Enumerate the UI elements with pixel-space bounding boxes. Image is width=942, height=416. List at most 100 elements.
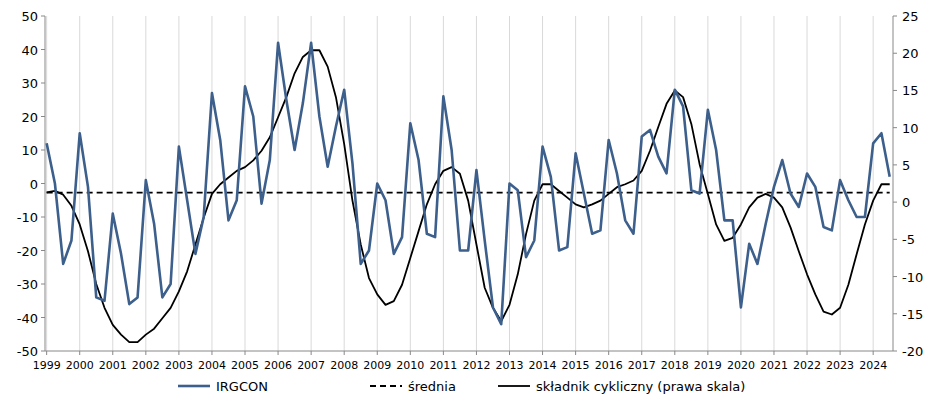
y-tick-label: 20 (21, 110, 38, 125)
x-tick (245, 351, 246, 355)
x-tick-label: 2010 (396, 359, 424, 372)
y2-tick-label: -10 (902, 270, 923, 285)
x-tick-label: 2021 (760, 359, 788, 372)
y2-tick-label: 10 (902, 121, 919, 136)
y-tick-label: 40 (21, 43, 38, 58)
y-tick-label: -40 (17, 311, 38, 326)
y-tick (41, 317, 45, 318)
x-tick (873, 351, 874, 355)
y-tick (41, 150, 45, 151)
y2-tick-label: 25 (902, 9, 919, 24)
legend-swatch (178, 385, 210, 388)
x-tick-label: 2019 (694, 359, 722, 372)
y2-tick-label: 0 (902, 195, 910, 210)
grid-line (641, 16, 642, 351)
x-tick (476, 351, 477, 355)
grid-line (178, 16, 179, 351)
x-tick (575, 351, 576, 355)
legend: IRGCONśredniaskładnik cykliczny (prawa s… (178, 379, 745, 394)
x-tick-label: 2007 (297, 359, 325, 372)
y-tick-label: 10 (21, 143, 38, 158)
x-tick (740, 351, 741, 355)
y-tick-label: -20 (17, 244, 38, 259)
y-tick (41, 250, 45, 251)
x-tick-label: 2009 (363, 359, 391, 372)
grid-line (707, 16, 708, 351)
x-tick (707, 351, 708, 355)
plot-area (47, 43, 890, 342)
y2-axis (893, 16, 894, 351)
x-tick-label: 2001 (99, 359, 127, 372)
x-axis (45, 351, 893, 352)
x-tick (608, 351, 609, 355)
y2-tick-label: -5 (902, 232, 915, 247)
y2-tick (893, 90, 897, 91)
grid-line (79, 16, 80, 351)
x-tick (46, 351, 47, 355)
grid-line (344, 16, 345, 351)
y-tick-label: -10 (17, 210, 38, 225)
x-tick (542, 351, 543, 355)
y2-tick (893, 16, 897, 17)
grid-line (575, 16, 576, 351)
y-tick-label: -30 (17, 277, 38, 292)
y2-tick-label: -20 (902, 344, 923, 359)
y2-tick (893, 239, 897, 240)
y2-tick-label: 20 (902, 46, 919, 61)
x-tick-label: 2016 (595, 359, 623, 372)
y-tick-label: 0 (30, 177, 38, 192)
y-tick (41, 183, 45, 184)
grid-line (443, 16, 444, 351)
grid-line (410, 16, 411, 351)
x-tick (344, 351, 345, 355)
grid-line (608, 16, 609, 351)
y-tick (41, 49, 45, 50)
legend-label: składnik cykliczny (prawa skala) (536, 379, 745, 394)
x-tick (443, 351, 444, 355)
legend-label: IRGCON (216, 379, 268, 394)
y2-tick (893, 276, 897, 277)
y2-tick (893, 313, 897, 314)
y2-tick-label: -15 (902, 307, 923, 322)
x-tick (674, 351, 675, 355)
x-tick-label: 2018 (661, 359, 689, 372)
x-tick (145, 351, 146, 355)
x-tick-label: 2020 (727, 359, 755, 372)
y2-tick-label: 5 (902, 158, 910, 173)
x-tick-label: 2000 (66, 359, 94, 372)
x-tick (377, 351, 378, 355)
y2-tick (893, 127, 897, 128)
x-tick (641, 351, 642, 355)
y-tick (41, 351, 45, 352)
chart: 1999200020012002200320042005200620072008… (0, 0, 942, 416)
y-tick-label: 50 (21, 9, 38, 24)
x-tick (311, 351, 312, 355)
y2-tick (893, 202, 897, 203)
grid-line (674, 16, 675, 351)
series-line (47, 43, 890, 324)
x-tick (278, 351, 279, 355)
x-tick-label: 2005 (231, 359, 259, 372)
x-tick (79, 351, 80, 355)
x-tick (410, 351, 411, 355)
series-line (47, 50, 890, 342)
x-tick-label: 2017 (628, 359, 656, 372)
x-tick-label: 2011 (429, 359, 457, 372)
y-tick-label: -50 (17, 344, 38, 359)
x-tick-label: 2023 (826, 359, 854, 372)
x-tick-label: 2024 (859, 359, 887, 372)
x-tick (840, 351, 841, 355)
x-tick-label: 2012 (462, 359, 490, 372)
x-tick (807, 351, 808, 355)
grid-line (112, 16, 113, 351)
series-line (47, 192, 890, 194)
legend-swatch (370, 385, 402, 387)
grid-line (311, 16, 312, 351)
y-tick-label: 30 (21, 76, 38, 91)
x-tick-label: 2003 (165, 359, 193, 372)
x-tick-label: 2004 (198, 359, 226, 372)
grid-line (211, 16, 212, 351)
x-tick-label: 2014 (529, 359, 557, 372)
y-tick (41, 116, 45, 117)
y2-tick (893, 53, 897, 54)
